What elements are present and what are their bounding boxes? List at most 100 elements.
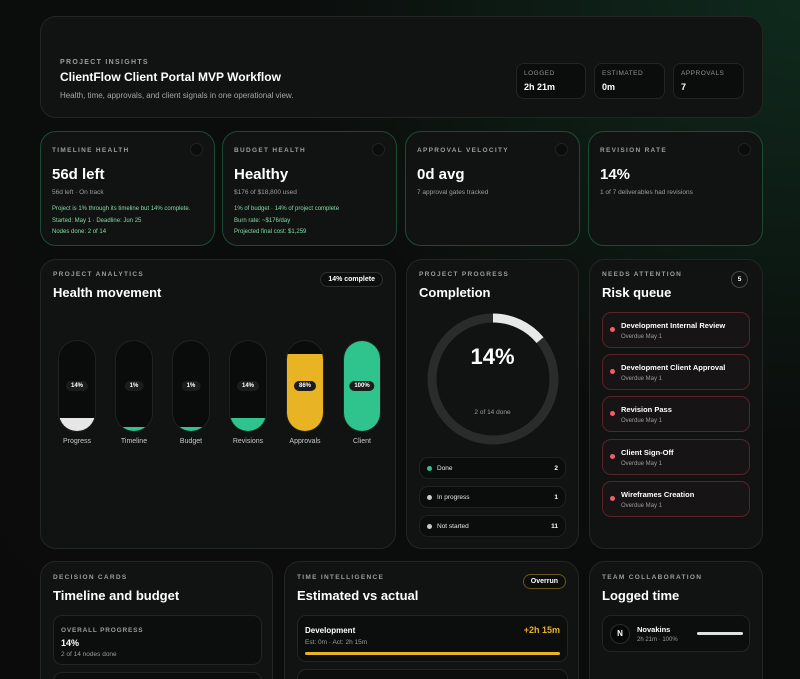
hero-subtitle: Health, time, approvals, and client sign… (60, 91, 294, 100)
member-bar-track (697, 632, 743, 635)
complete-badge: 14% complete (320, 272, 383, 287)
risk-item-sub: Overdue May 1 (621, 376, 663, 382)
bar-track: 86% (286, 340, 324, 432)
legend-label: Not started (437, 523, 469, 530)
bar-fill (173, 427, 209, 431)
bar-tag: 100% (349, 381, 375, 391)
approval-velocity-card: APPROVAL VELOCITY 0d avg 7 approval gate… (405, 131, 580, 246)
bar-tag: 86% (293, 381, 317, 391)
time-bar-fill (305, 652, 560, 655)
time-row-name: Development (305, 626, 356, 635)
bar-label: Budget (179, 438, 203, 445)
alert-dot-icon (610, 369, 615, 374)
approval-sub: 7 approval gates tracked (417, 189, 489, 196)
bar-fill (287, 353, 323, 431)
legend-value: 2 (554, 465, 558, 472)
analytics-eyebrow: PROJECT ANALYTICS (53, 271, 144, 278)
bar-progress: 14% Progress (58, 340, 96, 445)
risk-item[interactable]: Development Internal Review Overdue May … (602, 312, 750, 348)
risk-item-title: Development Internal Review (621, 321, 726, 330)
legend-in-progress: In progress 1 (419, 486, 566, 508)
bar-client: 100% Client (343, 340, 381, 445)
time-title: Estimated vs actual (297, 588, 419, 603)
bar-tag: 1% (181, 381, 201, 391)
risk-item-sub: Overdue May 1 (621, 503, 663, 509)
stat-logged: LOGGED 2h 21m (516, 63, 586, 99)
overall-sub: 2 of 14 nodes done (61, 651, 117, 658)
budget-line: 1% of budget · 14% of project complete (234, 206, 340, 212)
budget-line: Projected final cost: $1,259 (234, 229, 307, 235)
bar-fill (230, 418, 266, 431)
bar-track: 1% (172, 340, 210, 432)
bar-budget: 1% Budget (172, 340, 210, 445)
legend-value: 1 (554, 494, 558, 501)
analytics-title: Health movement (53, 285, 162, 300)
timeline-sub: 56d left · On track (52, 189, 104, 196)
legend-value: 11 (551, 523, 558, 530)
bar-fill (59, 418, 95, 431)
timeline-eyebrow: TIMELINE HEALTH (52, 147, 130, 154)
bar-track: 1% (115, 340, 153, 432)
approval-value: 0d avg (417, 166, 465, 183)
completion-percent: 14% (470, 344, 515, 369)
health-movement-card: PROJECT ANALYTICS Health movement 14% co… (40, 259, 396, 549)
completion-sub: 2 of 14 done (474, 409, 511, 416)
bar-revisions: 14% Revisions (229, 340, 267, 445)
risk-queue-card: NEEDS ATTENTION Risk queue 5 Development… (589, 259, 763, 549)
legend-not-started: Not started 11 (419, 515, 566, 537)
bar-label: Progress (62, 438, 91, 445)
budget-line: Burn rate: ~$176/day (234, 218, 291, 224)
time-eyebrow: TIME INTELLIGENCE (297, 574, 385, 581)
member-row: N Novakins 2h 21m · 100% (602, 615, 750, 652)
overall-progress-panel: OVERALL PROGRESS 14% 2 of 14 nodes done (53, 615, 262, 665)
bar-tag: 1% (124, 381, 144, 391)
status-dot (190, 143, 203, 156)
stat-label: APPROVALS (681, 70, 725, 77)
bar-label: Timeline (120, 438, 148, 445)
bar-tag: 14% (65, 381, 89, 391)
time-row (297, 669, 568, 679)
legend-dot (427, 495, 432, 500)
project-insights-card: PROJECT INSIGHTS ClientFlow Client Porta… (40, 16, 763, 118)
completion-ring (427, 313, 559, 445)
time-row-sub: Est: 0m · Act: 2h 15m (305, 639, 368, 646)
risk-title: Risk queue (602, 285, 672, 300)
timeline-line: Started: May 1 · Deadline: Jun 25 (52, 218, 142, 224)
risk-item-title: Revision Pass (621, 405, 672, 414)
risk-count-badge: 5 (731, 271, 748, 288)
bar-tag: 14% (236, 381, 260, 391)
team-eyebrow: TEAM COLLABORATION (602, 574, 703, 581)
time-intelligence-card: TIME INTELLIGENCE Estimated vs actual Ov… (284, 561, 579, 679)
project-title: ClientFlow Client Portal MVP Workflow (60, 70, 281, 84)
hero-eyebrow: PROJECT INSIGHTS (60, 59, 149, 66)
overrun-badge: Overrun (522, 574, 566, 589)
risk-item[interactable]: Revision Pass Overdue May 1 (602, 396, 750, 432)
status-dot (372, 143, 385, 156)
risk-item-sub: Overdue May 1 (621, 334, 663, 340)
stat-label: LOGGED (524, 70, 555, 77)
risk-item[interactable]: Development Client Approval Overdue May … (602, 354, 750, 390)
overall-label: OVERALL PROGRESS (61, 627, 144, 634)
legend-label: In progress (437, 494, 470, 501)
bar-timeline: 1% Timeline (115, 340, 153, 445)
revision-eyebrow: REVISION RATE (600, 147, 667, 154)
bar-fill (116, 427, 152, 431)
stat-value: 0m (602, 82, 616, 92)
bar-track: 100% (343, 340, 381, 432)
stat-approvals: APPROVALS 7 (673, 63, 744, 99)
budget-eyebrow: BUDGET HEALTH (234, 147, 307, 154)
alert-dot-icon (610, 454, 615, 459)
approval-eyebrow: APPROVAL VELOCITY (417, 147, 509, 154)
risk-item[interactable]: Wireframes Creation Overdue May 1 (602, 481, 750, 517)
stat-value: 7 (681, 82, 687, 92)
ring-progress-arc (427, 313, 559, 445)
legend-dot (427, 466, 432, 471)
status-dot (555, 143, 568, 156)
risk-item-sub: Overdue May 1 (621, 461, 663, 467)
decision-panel (53, 672, 262, 679)
bar-label: Approvals (289, 438, 321, 445)
risk-item[interactable]: Client Sign-Off Overdue May 1 (602, 439, 750, 475)
bar-approvals: 86% Approvals (286, 340, 324, 445)
stat-label: ESTIMATED (602, 70, 644, 77)
alert-dot-icon (610, 411, 615, 416)
